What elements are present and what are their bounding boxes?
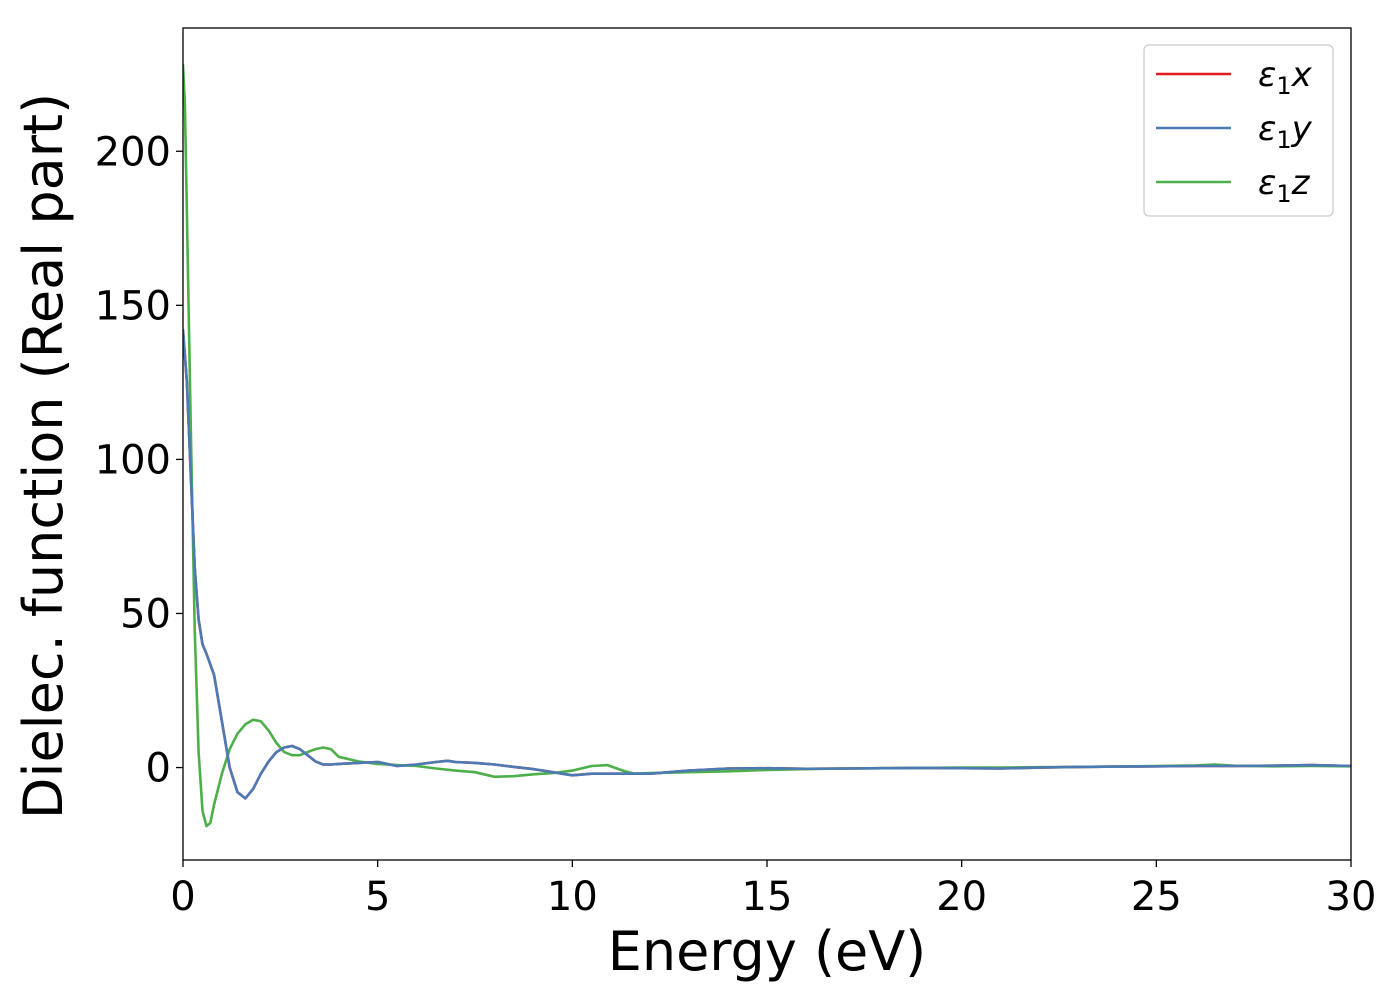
y-tick-label: 0 (146, 746, 171, 792)
legend-box (1143, 44, 1334, 217)
x-tick-label: 5 (365, 874, 390, 920)
series-lines (183, 63, 1351, 828)
x-axis-label: Energy (eV) (608, 920, 927, 983)
legend: ε1x ε1y ε1z (1143, 44, 1334, 217)
legend-label: ε1z (1258, 163, 1311, 208)
x-tick-label: 0 (170, 874, 195, 920)
x-tick-label: 15 (742, 874, 793, 920)
x-tick-label: 20 (936, 874, 987, 920)
x-tick-label: 25 (1131, 874, 1182, 920)
y-tick-label: 200 (95, 129, 171, 175)
y-axis-label: Dielec. function (Real part) (12, 93, 75, 819)
legend-label: ε1y (1258, 109, 1313, 154)
y-tick-label: 100 (95, 437, 171, 483)
x-tick-label: 10 (547, 874, 598, 920)
y-tick-label: 150 (95, 283, 171, 329)
series-line-y (183, 328, 1351, 800)
legend-label: ε1x (1258, 55, 1313, 100)
y-tick-label: 50 (120, 591, 171, 637)
axis-ticks: 0 5 10 15 20 25 30 0 50 100 150 200 (95, 129, 1377, 920)
x-tick-label: 30 (1326, 874, 1377, 920)
series-line-x (183, 328, 1351, 800)
